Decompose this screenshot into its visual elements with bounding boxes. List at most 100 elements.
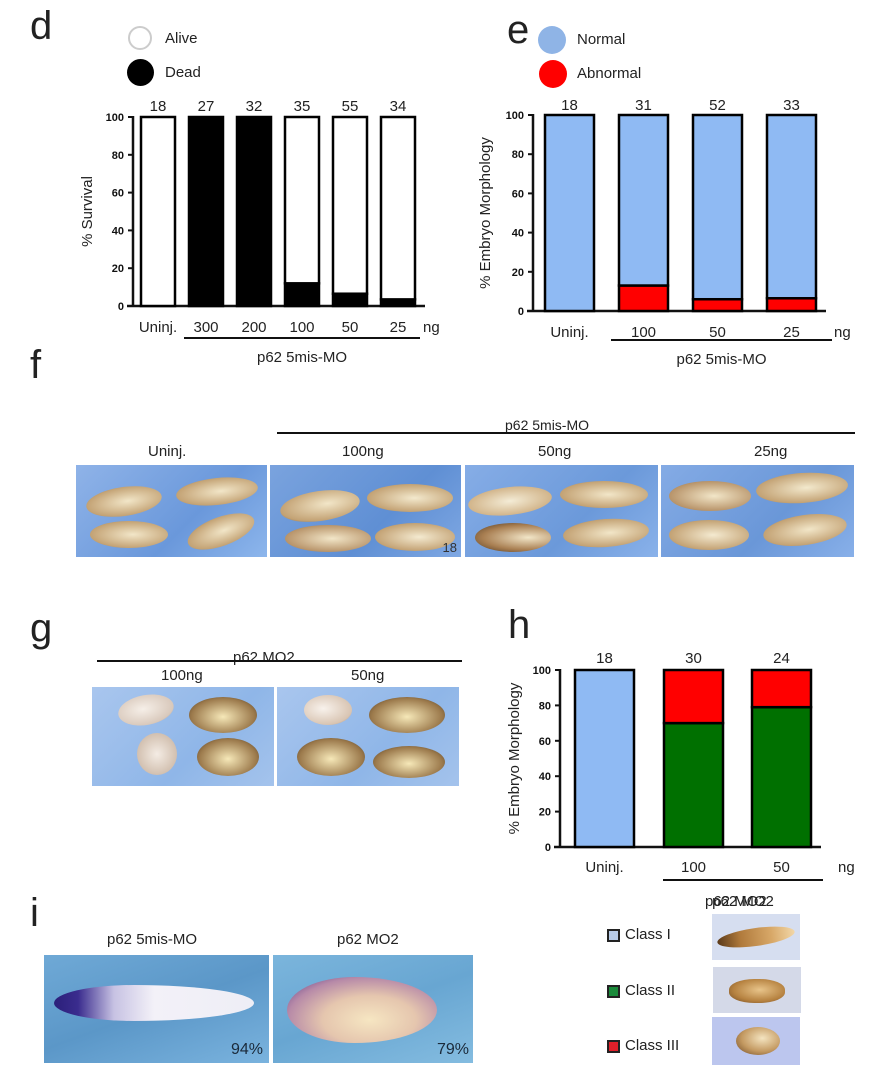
x-tick-label: 25 [783, 324, 800, 341]
bar-segment-abnormal [765, 297, 818, 313]
y-tick-label-e: 0 [518, 306, 524, 318]
bar-segment-class-iii [662, 668, 725, 725]
bar-segment-alive [331, 115, 369, 295]
x-tick-label: 100 [681, 859, 706, 876]
panel-letter-f: f [30, 343, 42, 387]
tadpole-photo: 94% [44, 955, 269, 1063]
class-iii-photo [712, 1017, 800, 1065]
y-tick-label-h: 20 [539, 807, 551, 819]
y-tick-label-h: 0 [545, 842, 551, 854]
x-tick-label: Uninj. [139, 319, 177, 336]
embryo-photo: 18 [270, 465, 461, 557]
y-tick-label-e: 40 [512, 228, 524, 240]
x-tick-label: Uninj. [585, 859, 623, 876]
i-col-label: p62 MO2 [337, 931, 399, 948]
f-col-label: 25ng [754, 443, 788, 460]
y-axis-label-e: % Embryo Morphology [477, 137, 494, 289]
y-tick-label-e: 80 [512, 149, 524, 161]
y-tick-label-h: 60 [539, 736, 551, 748]
class-iii-swatch [607, 1040, 620, 1053]
unit-label-d: ng [423, 319, 440, 336]
n-label: 18 [561, 97, 578, 114]
y-axis-label-d: % Survival [79, 176, 96, 247]
f-col-label: 50ng [538, 443, 572, 460]
bar-segment-class-iii [750, 668, 813, 709]
x-tick-label: 50 [709, 324, 726, 341]
embryo-photo [661, 465, 854, 557]
panel-letter-g: g [30, 606, 53, 650]
x-tick-label: 50 [773, 859, 790, 876]
embryo-photo [92, 687, 274, 786]
f-col-label: Uninj. [148, 443, 187, 460]
legend-swatch-abnormal [539, 60, 567, 88]
x-tick-label: 200 [241, 319, 266, 336]
class-i-label: Class I [625, 926, 671, 943]
bar-segment-class-ii [662, 721, 725, 849]
photo-annotation: 18 [442, 540, 457, 555]
f-group-bracket [277, 432, 855, 434]
bar-segment-normal [765, 113, 818, 300]
y-tick-label-e: 20 [512, 267, 524, 279]
bar-segment-alive [283, 115, 321, 285]
n-label: 31 [635, 97, 652, 114]
panel-letter-h: h [508, 603, 531, 647]
panel-letter-e: e [507, 8, 530, 52]
bar-segment-dead [283, 282, 321, 308]
bar-segment-alive [379, 115, 417, 301]
bar-segment-dead [187, 115, 225, 308]
y-tick-label-h: 40 [539, 771, 551, 783]
embryo-photo [76, 465, 267, 557]
unit-label-e: ng [834, 324, 851, 341]
bar-segment-abnormal [617, 284, 670, 313]
i-col-label: p62 5mis-MO [107, 931, 198, 948]
g-group-label: p62 MO2 [233, 649, 295, 666]
x-tick-label: 25 [390, 319, 407, 336]
y-tick-label-d: 80 [112, 150, 124, 162]
legend-label-dead: Dead [165, 64, 201, 81]
n-label: 52 [709, 97, 726, 114]
class-ii-label: Class II [625, 982, 676, 999]
legend-swatch-dead [127, 59, 154, 86]
n-label: 34 [390, 98, 407, 115]
y-tick-label-d: 40 [112, 225, 124, 237]
x-tick-label: 50 [342, 319, 359, 336]
panel-letter-d: d [30, 4, 53, 48]
x-tick-label: 100 [631, 324, 656, 341]
legend-label-abnormal: Abnormal [577, 65, 642, 82]
n-label: 30 [685, 650, 702, 667]
class-i-photo [712, 914, 800, 960]
bar-segment-normal [617, 113, 670, 287]
group-label-h: p62 MO2 [712, 893, 774, 910]
legend-swatch-alive [128, 26, 152, 50]
class-legend-title: p62 MO2 [705, 893, 767, 910]
y-tick-label-d: 20 [112, 263, 124, 275]
panel-letter-i: i [30, 891, 39, 935]
g-col-label: 100ng [161, 667, 203, 684]
bar-segment-normal [691, 113, 744, 301]
embryo-photo [277, 687, 459, 786]
n-label: 35 [294, 98, 311, 115]
g-col-label: 50ng [351, 667, 385, 684]
legend-swatch-normal [538, 26, 566, 54]
class-iii-label: Class III [625, 1037, 680, 1054]
n-label: 27 [198, 98, 215, 115]
bar-segment-normal [543, 113, 596, 313]
legend-label-alive: Alive [165, 30, 198, 47]
f-col-label: 100ng [342, 443, 384, 460]
unit-label-h: ng [838, 859, 855, 876]
y-tick-label-d: 0 [118, 301, 124, 313]
percent-label: 79% [436, 1041, 469, 1058]
percent-label: 94% [230, 1041, 263, 1058]
n-label: 18 [150, 98, 167, 115]
n-label: 24 [773, 650, 790, 667]
y-axis-label-h: % Embryo Morphology [506, 682, 523, 834]
group-label-e: p62 5mis-MO [676, 351, 766, 368]
y-tick-label-d: 60 [112, 188, 124, 200]
embryo-photo [465, 465, 658, 557]
y-tick-label-h: 100 [533, 665, 551, 677]
bar-segment-abnormal [691, 297, 744, 313]
bar-segment-class-i [573, 668, 636, 849]
x-tick-label: Uninj. [550, 324, 588, 341]
n-label: 32 [246, 98, 263, 115]
